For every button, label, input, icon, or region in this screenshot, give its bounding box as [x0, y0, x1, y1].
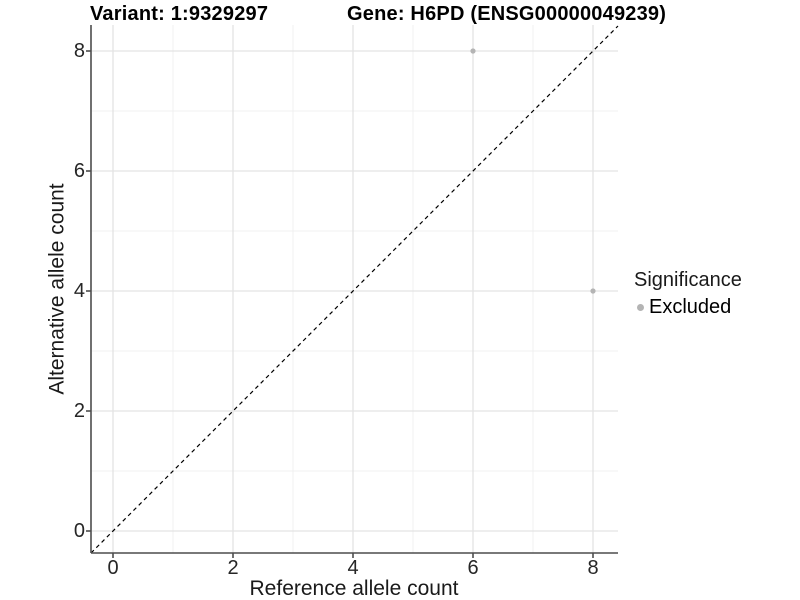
- plot-title-gene: Gene: H6PD (ENSG00000049239): [347, 3, 667, 25]
- legend-point-icon: [637, 303, 644, 311]
- data-point: [470, 48, 476, 54]
- x-tick-label: 8: [587, 557, 599, 579]
- legend: Significance Excluded: [634, 268, 742, 319]
- x-axis-title: Reference allele count: [249, 577, 459, 600]
- y-tick-label: 2: [73, 400, 85, 422]
- y-tick-label: 8: [73, 40, 85, 62]
- x-tick-label: 0: [107, 557, 119, 579]
- x-tick-label: 2: [227, 557, 239, 579]
- x-tick-label: 4: [347, 557, 359, 579]
- legend-title: Significance: [634, 269, 742, 291]
- y-tick-label: 0: [73, 520, 85, 542]
- identity-line: [90, 25, 619, 554]
- y-tick-label: 6: [73, 160, 85, 182]
- x-tick-label: 6: [467, 557, 479, 579]
- legend-item: Excluded: [634, 295, 742, 319]
- legend-item-label: Excluded: [649, 296, 732, 318]
- plot-title-variant: Variant: 1:9329297: [90, 3, 269, 25]
- y-axis-title: Alternative allele count: [45, 183, 69, 395]
- data-point: [590, 288, 596, 294]
- y-tick-label: 4: [73, 280, 85, 302]
